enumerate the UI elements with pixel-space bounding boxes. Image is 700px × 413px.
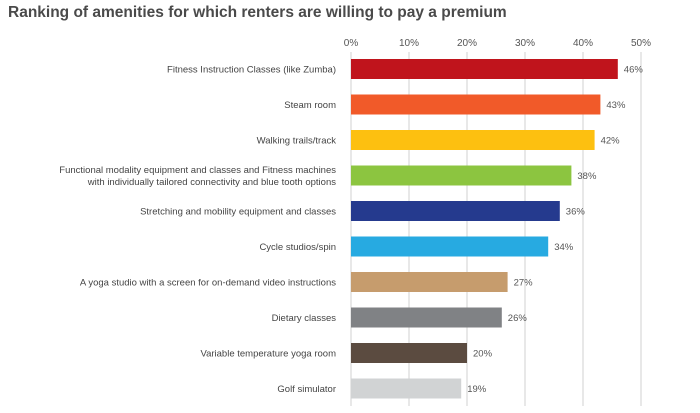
bar	[351, 343, 467, 363]
category-label: Walking trails/track	[257, 136, 337, 147]
category-label: Functional modality equipment and classe…	[59, 165, 336, 188]
value-label: 36%	[566, 207, 586, 218]
bar	[351, 236, 549, 257]
value-label: 46%	[624, 65, 644, 76]
x-tick-label: 0%	[344, 38, 359, 49]
value-label: 38%	[577, 171, 597, 182]
bar	[351, 94, 601, 115]
bar	[351, 59, 618, 79]
x-tick-label: 20%	[457, 38, 477, 49]
x-tick-label: 10%	[399, 38, 419, 49]
category-label: Fitness Instruction Classes (like Zumba)	[167, 65, 336, 76]
value-label: 34%	[554, 242, 574, 253]
value-label: 43%	[606, 100, 626, 111]
bar	[351, 165, 572, 186]
category-label: Cycle studios/spin	[259, 242, 336, 253]
bar	[351, 378, 462, 399]
bar	[351, 272, 508, 292]
bar	[351, 307, 502, 328]
category-label: Dietary classes	[272, 313, 337, 324]
x-tick-label: 50%	[631, 38, 651, 49]
value-label: 26%	[508, 313, 528, 324]
value-label: 42%	[601, 136, 621, 147]
category-label: Stretching and mobility equipment and cl…	[140, 207, 336, 218]
x-tick-label: 40%	[573, 38, 593, 49]
value-label: 20%	[473, 349, 493, 360]
category-label: Variable temperature yoga room	[200, 349, 336, 360]
category-label: A yoga studio with a screen for on-deman…	[80, 278, 336, 289]
value-label: 27%	[514, 278, 534, 289]
value-label: 19%	[467, 384, 487, 395]
bar	[351, 130, 595, 150]
bar	[351, 201, 560, 221]
chart-title: Ranking of amenities for which renters a…	[8, 4, 507, 21]
category-label: Golf simulator	[277, 384, 336, 395]
category-label: Steam room	[284, 100, 336, 111]
x-tick-label: 30%	[515, 38, 535, 49]
